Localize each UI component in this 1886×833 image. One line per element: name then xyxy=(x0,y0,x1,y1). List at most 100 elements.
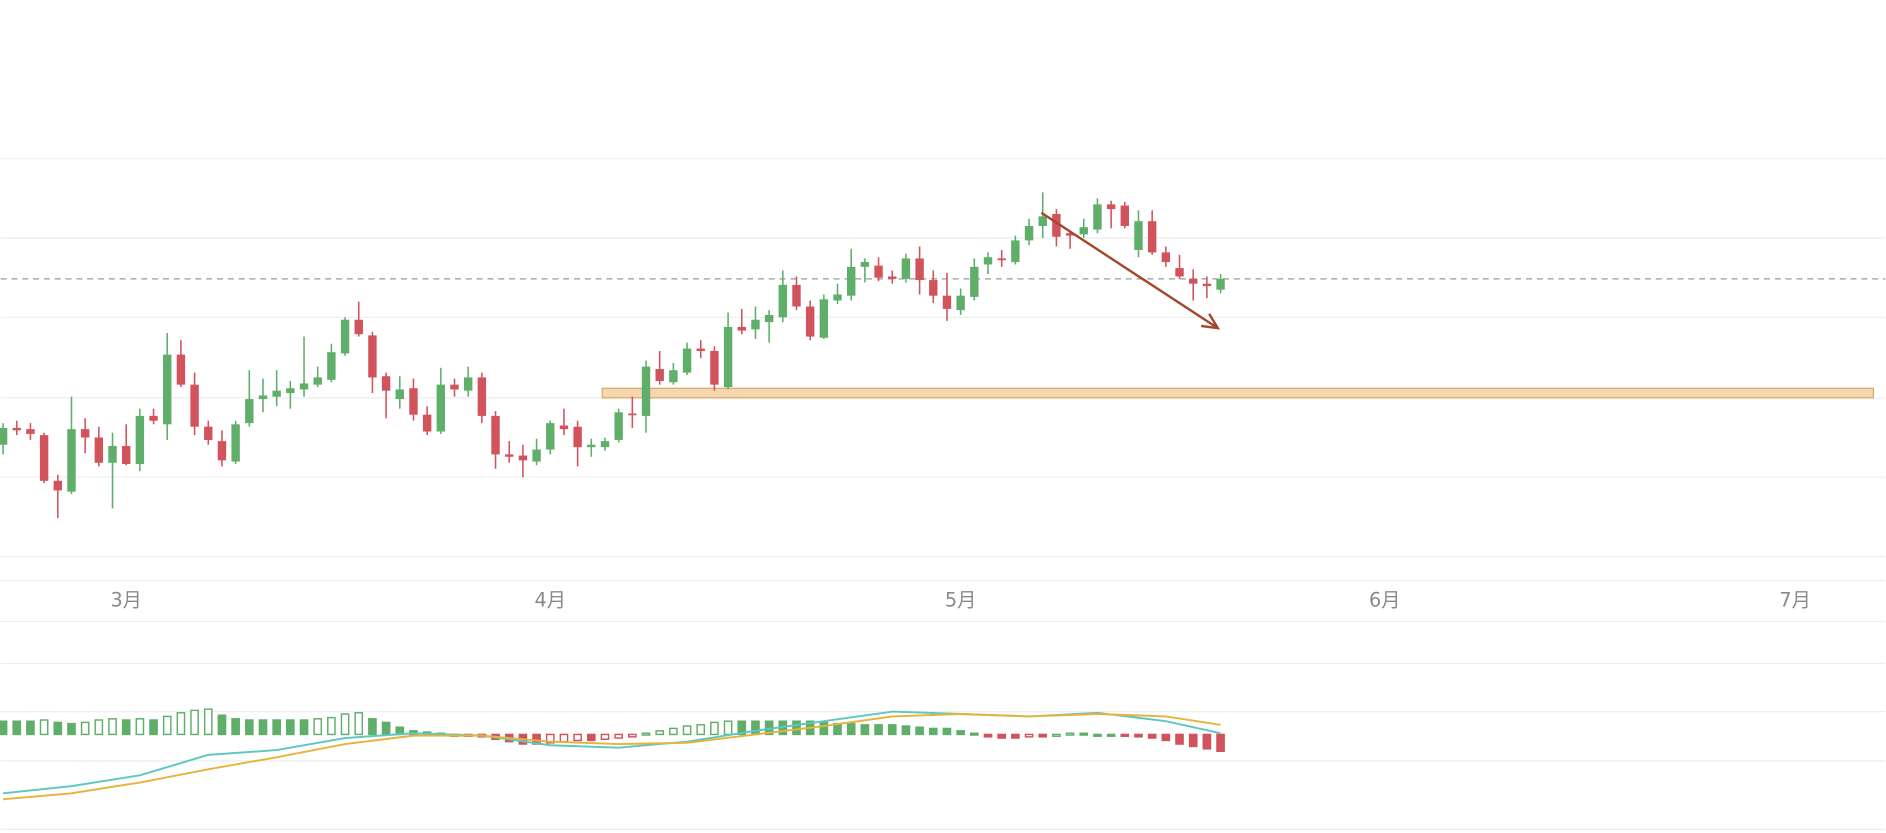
candle-body xyxy=(163,354,172,425)
macd-bar xyxy=(381,721,391,736)
candle-body xyxy=(710,350,719,385)
candle-body xyxy=(860,262,870,267)
candle-body xyxy=(286,388,295,394)
macd-bar xyxy=(586,733,596,742)
candle-body xyxy=(463,377,473,391)
candle-body xyxy=(258,395,268,400)
candle-body xyxy=(381,376,391,391)
macd-bar xyxy=(299,719,309,736)
macd-bar xyxy=(915,726,924,736)
candle-body xyxy=(491,415,500,455)
candle-body xyxy=(26,429,35,434)
grid xyxy=(0,158,1886,830)
candle-body xyxy=(395,389,404,400)
macd-bar xyxy=(53,721,63,736)
candle-body xyxy=(532,449,541,462)
candle-body xyxy=(696,348,705,351)
candle-body xyxy=(819,299,829,338)
candle-body xyxy=(176,354,186,385)
candle-body xyxy=(874,265,883,278)
macd-bar xyxy=(983,733,993,738)
macd-bar xyxy=(0,720,8,736)
candle-body xyxy=(354,319,363,335)
macd-bar xyxy=(942,727,952,736)
arrow-head xyxy=(1200,313,1221,330)
macd-bar xyxy=(1147,733,1157,739)
candle-body xyxy=(669,370,678,383)
candle-body xyxy=(847,266,856,296)
x-tick-label: 6月 xyxy=(1369,589,1400,612)
candle-body xyxy=(121,445,131,464)
macd-bar xyxy=(559,733,569,743)
trend-arrow xyxy=(1040,211,1219,330)
candle-body xyxy=(190,384,199,427)
candle-body xyxy=(299,383,309,390)
macd-bar xyxy=(121,719,131,736)
macd-bar xyxy=(203,708,213,736)
macd-bar xyxy=(80,721,90,736)
candle-body xyxy=(67,429,76,492)
candle-body xyxy=(587,444,596,448)
candle-body xyxy=(1052,213,1061,237)
macd-bar xyxy=(723,720,733,736)
candle-body xyxy=(422,414,432,432)
candle-body xyxy=(108,445,117,463)
macd-bar xyxy=(272,719,281,736)
macd-bar xyxy=(1024,733,1034,738)
candle-body xyxy=(1175,268,1184,277)
candle-body xyxy=(1024,225,1034,241)
candle-body xyxy=(1038,216,1047,226)
candle-body xyxy=(723,326,733,388)
candle-body xyxy=(833,294,842,301)
macd-bar xyxy=(846,722,856,736)
candle-body xyxy=(778,284,788,318)
candle-body xyxy=(450,384,459,390)
macd-bar xyxy=(12,720,22,736)
x-tick-label: 7月 xyxy=(1779,589,1810,612)
macd-bar xyxy=(1216,733,1225,752)
support-zone xyxy=(601,387,1874,399)
candle-body xyxy=(751,319,760,330)
macd-bar xyxy=(792,720,801,736)
macd-bar xyxy=(327,716,336,736)
macd-bar xyxy=(928,727,938,736)
candle-body xyxy=(313,377,322,385)
macd-bar xyxy=(1093,733,1102,737)
macd-bar xyxy=(368,718,377,736)
candle-body xyxy=(956,295,965,311)
macd-bar xyxy=(149,719,158,736)
candle-body xyxy=(518,455,528,461)
macd-bar xyxy=(600,733,610,740)
candle-body xyxy=(505,454,514,457)
candle-body xyxy=(559,425,569,430)
candle-body xyxy=(94,437,104,463)
candle-body xyxy=(546,423,555,450)
macd-bar xyxy=(901,725,911,736)
macd-bar xyxy=(1052,733,1061,737)
macd-bar xyxy=(162,715,172,736)
candle-body xyxy=(245,399,254,424)
candle-body xyxy=(682,348,692,373)
candle-body xyxy=(1216,278,1225,290)
macd-bar xyxy=(669,727,678,736)
macd-bar xyxy=(1038,733,1048,738)
candle-body xyxy=(997,258,1006,261)
macd-bar xyxy=(969,732,979,736)
macd-bar xyxy=(710,721,719,736)
macd-bar xyxy=(286,719,295,736)
candle-body xyxy=(983,257,993,265)
candle-body xyxy=(1202,283,1212,287)
x-tick-label: 4月 xyxy=(535,589,566,612)
macd-bar xyxy=(26,720,35,736)
macd-bar xyxy=(614,733,623,739)
macd-bar xyxy=(1079,732,1089,736)
candle-body xyxy=(1093,204,1102,230)
candle-body xyxy=(737,326,746,331)
candle-body xyxy=(1011,240,1020,263)
candle-body xyxy=(1065,233,1075,236)
macd-bar xyxy=(190,709,199,736)
macd-bar xyxy=(176,712,186,736)
macd-bar xyxy=(737,720,747,736)
candle-body xyxy=(217,441,227,461)
